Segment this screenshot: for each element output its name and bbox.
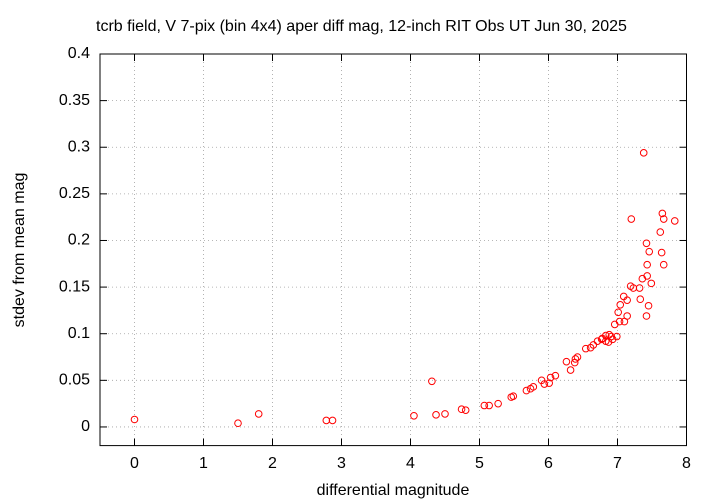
- point: [254, 410, 263, 418]
- point: [562, 357, 571, 366]
- y-tick-label: 0.3: [68, 138, 90, 155]
- point: [234, 419, 242, 428]
- point: [551, 371, 560, 380]
- point: [410, 411, 418, 420]
- x-tick-label: 8: [682, 455, 691, 472]
- point: [645, 247, 654, 256]
- y-tick-label: 0.15: [59, 278, 90, 295]
- point: [480, 401, 489, 410]
- point: [328, 416, 337, 425]
- point: [607, 332, 616, 341]
- point: [597, 335, 606, 344]
- point: [659, 260, 668, 269]
- y-tick-label: 0.1: [68, 325, 90, 342]
- point: [642, 312, 651, 320]
- point: [522, 386, 531, 395]
- point: [656, 228, 665, 236]
- point: [441, 410, 449, 418]
- x-tick-label: 4: [406, 455, 415, 472]
- point: [635, 284, 644, 292]
- point: [639, 149, 648, 157]
- x-axis-label: differential magnitude: [317, 482, 470, 499]
- plot-border: [99, 53, 687, 447]
- point: [598, 334, 607, 343]
- point: [619, 292, 628, 301]
- point: [644, 301, 653, 310]
- point: [432, 411, 440, 419]
- point: [589, 341, 598, 349]
- point: [461, 406, 470, 414]
- point: [658, 209, 667, 218]
- point: [494, 399, 502, 408]
- y-tick-label: 0.35: [59, 92, 90, 109]
- point: [657, 248, 666, 257]
- point: [573, 353, 582, 361]
- point: [623, 312, 631, 320]
- x-tick-label: 3: [337, 455, 346, 472]
- point: [616, 301, 625, 309]
- x-tick-label: 5: [475, 455, 484, 472]
- point: [428, 377, 436, 386]
- point: [642, 239, 651, 248]
- point: [545, 379, 553, 387]
- point: [643, 272, 651, 280]
- point: [509, 392, 518, 400]
- point: [485, 401, 493, 410]
- x-tick-label: 1: [199, 455, 208, 472]
- point: [627, 215, 636, 223]
- y-tick-label: 0.2: [68, 232, 90, 249]
- x-tick-label: 2: [268, 455, 277, 472]
- point: [643, 260, 651, 269]
- x-tick-label: 6: [544, 455, 553, 472]
- point: [647, 279, 656, 288]
- point: [613, 332, 621, 341]
- chart-title: tcrb field, V 7-pix (bin 4x4) aper diff …: [96, 18, 627, 35]
- point: [540, 380, 549, 388]
- point: [636, 295, 645, 304]
- point: [130, 415, 139, 424]
- point: [581, 344, 590, 353]
- point: [457, 405, 466, 414]
- y-tick-label: 0.4: [68, 45, 90, 62]
- point: [566, 366, 575, 374]
- y-tick-label: 0.05: [59, 372, 90, 389]
- y-tick-label: 0.25: [59, 185, 90, 202]
- x-tick-label: 7: [613, 455, 622, 472]
- x-tick-label: 0: [130, 455, 139, 472]
- point: [546, 373, 555, 382]
- point: [571, 355, 580, 363]
- point: [614, 308, 622, 317]
- point: [615, 317, 624, 326]
- point: [322, 416, 331, 425]
- point: [659, 215, 668, 223]
- point: [529, 383, 538, 391]
- y-axis-label: stdev from mean mag: [11, 173, 28, 328]
- point: [670, 217, 679, 225]
- point: [605, 330, 614, 339]
- y-tick-label: 0: [81, 418, 90, 435]
